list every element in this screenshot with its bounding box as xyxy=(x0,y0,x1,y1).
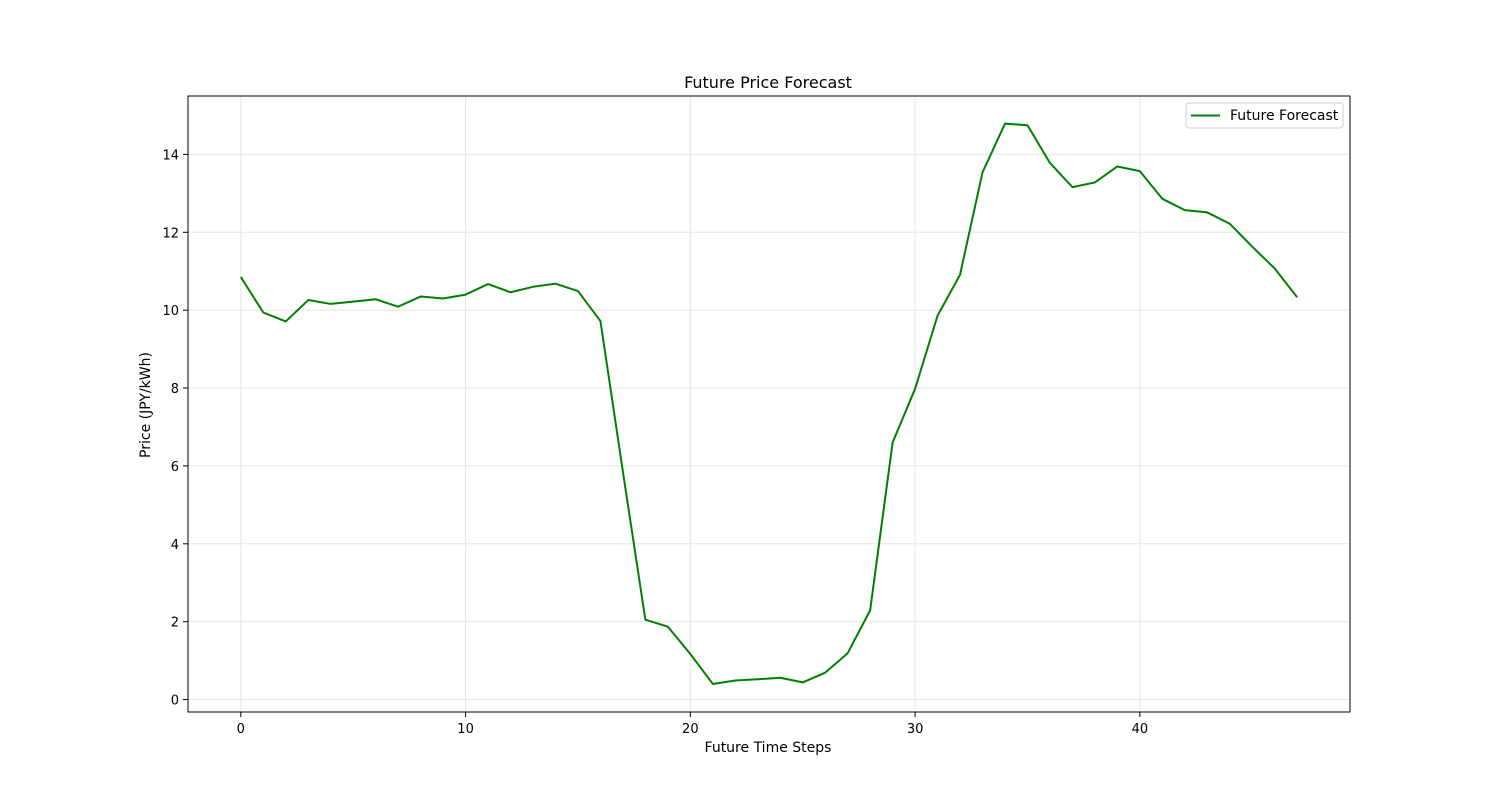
x-tick-label: 10 xyxy=(457,722,474,737)
plot-frame xyxy=(187,95,1351,713)
y-tick-label: 8 xyxy=(171,382,179,397)
x-tick-label: 40 xyxy=(1132,722,1149,737)
legend: Future Forecast xyxy=(1185,102,1344,129)
x-tick-label: 20 xyxy=(682,722,699,737)
x-tick-label: 0 xyxy=(237,722,245,737)
x-tick-label: 30 xyxy=(907,722,924,737)
x-axis-label: Future Time Steps xyxy=(705,740,832,756)
y-tick-label: 0 xyxy=(171,694,179,709)
y-axis-label: Price (JPY/kWh) xyxy=(138,352,154,458)
y-tick-label: 4 xyxy=(171,538,179,553)
legend-box xyxy=(1185,102,1344,129)
y-tick-label: 14 xyxy=(162,148,179,163)
y-tick-label: 12 xyxy=(162,226,179,241)
y-tick-label: 10 xyxy=(162,304,179,319)
y-tick-label: 2 xyxy=(171,616,179,631)
series-line-future-forecast xyxy=(239,122,1298,685)
grid-lines xyxy=(188,96,1350,712)
plot-area xyxy=(239,122,1298,685)
axes: 0 10 20 30 40 0 2 4 6 8 10 12 14 xyxy=(162,95,1351,737)
y-tick-label: 6 xyxy=(171,460,179,475)
legend-label-future-forecast: Future Forecast xyxy=(1230,108,1339,124)
chart-title: Future Price Forecast xyxy=(684,73,852,92)
